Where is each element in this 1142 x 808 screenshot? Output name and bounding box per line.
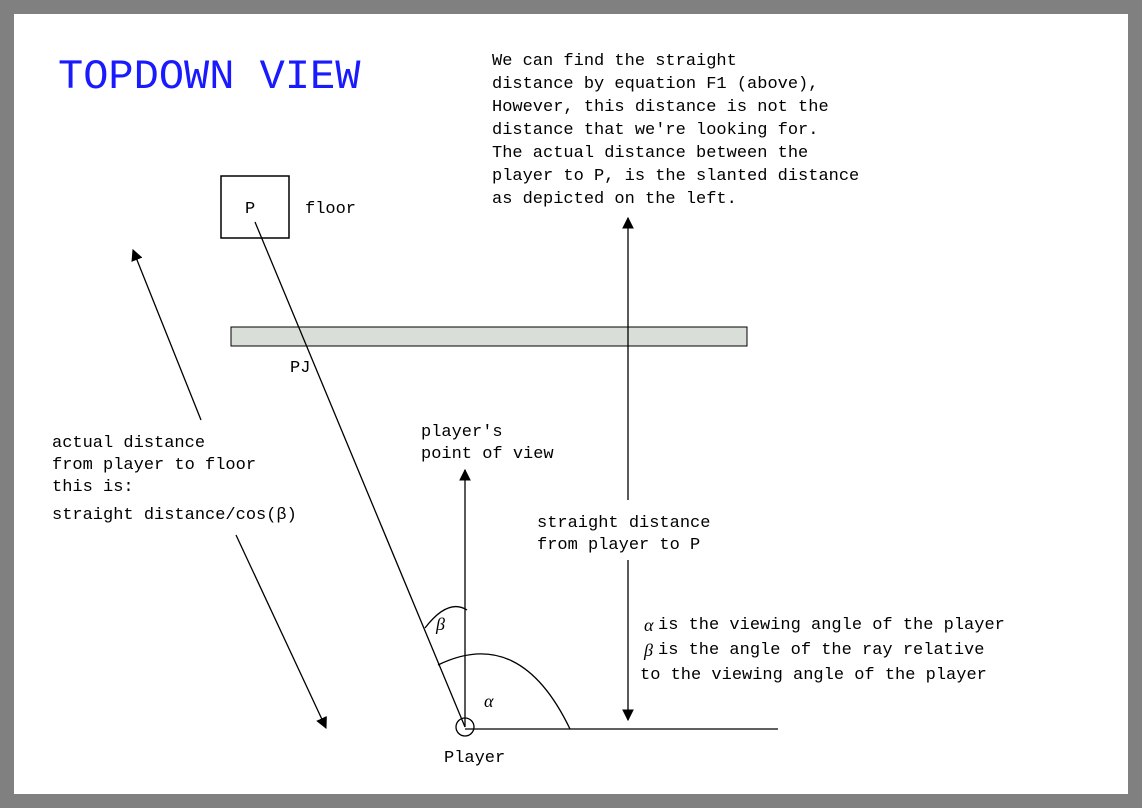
alpha-legend-symbol: α <box>644 615 654 635</box>
pj-label: PJ <box>290 359 310 378</box>
explanation-line: as depicted on the left. <box>492 190 737 209</box>
pov-line: point of view <box>421 445 554 464</box>
point-p-label: P <box>245 200 255 219</box>
point-p-box <box>220 175 290 239</box>
projection-plane <box>230 326 748 347</box>
floor-label: floor <box>305 200 356 219</box>
beta-arc <box>424 605 468 629</box>
straight-distance-text: straight distance from player to P <box>537 514 710 555</box>
beta-symbol: β <box>435 614 445 634</box>
alpha-symbol: α <box>484 691 494 711</box>
actual-distance-line: actual distance <box>52 434 205 453</box>
straight-distance-line: from player to P <box>537 536 700 555</box>
actual-distance-line: straight distance/cos(β) <box>52 506 297 525</box>
diagram-title: TOPDOWN VIEW <box>58 53 361 101</box>
explanation-line: However, this distance is not the <box>492 98 829 117</box>
actual-distance-text: actual distance from player to floor thi… <box>52 434 297 525</box>
pov-text: player's point of view <box>421 423 554 464</box>
explanation-text: We can find the straight distance by equ… <box>492 52 859 209</box>
actual-distance-arrow-top <box>131 248 202 421</box>
explanation-line: The actual distance between the <box>492 144 808 163</box>
explanation-line: distance that we're looking for. <box>492 121 818 140</box>
explanation-line: We can find the straight <box>492 52 737 71</box>
beta-legend-text: is the angle of the ray relative <box>658 641 984 660</box>
angle-legend: α is the viewing angle of the player β i… <box>640 615 1005 685</box>
ray-line <box>254 221 466 728</box>
actual-distance-arrow-bottom <box>235 534 327 730</box>
beta-legend-symbol: β <box>643 640 653 660</box>
explanation-line: player to P, is the slanted distance <box>492 167 859 186</box>
explanation-line: distance by equation F1 (above), <box>492 75 818 94</box>
alpha-arc <box>437 653 571 730</box>
pov-line: player's <box>421 423 503 442</box>
actual-distance-line: from player to floor <box>52 456 256 475</box>
player-marker <box>455 717 475 737</box>
alpha-legend-text: is the viewing angle of the player <box>658 616 1005 635</box>
straight-distance-line: straight distance <box>537 514 710 533</box>
actual-distance-line: this is: <box>52 478 134 497</box>
player-label: Player <box>444 749 505 768</box>
beta-legend-text: to the viewing angle of the player <box>640 666 987 685</box>
